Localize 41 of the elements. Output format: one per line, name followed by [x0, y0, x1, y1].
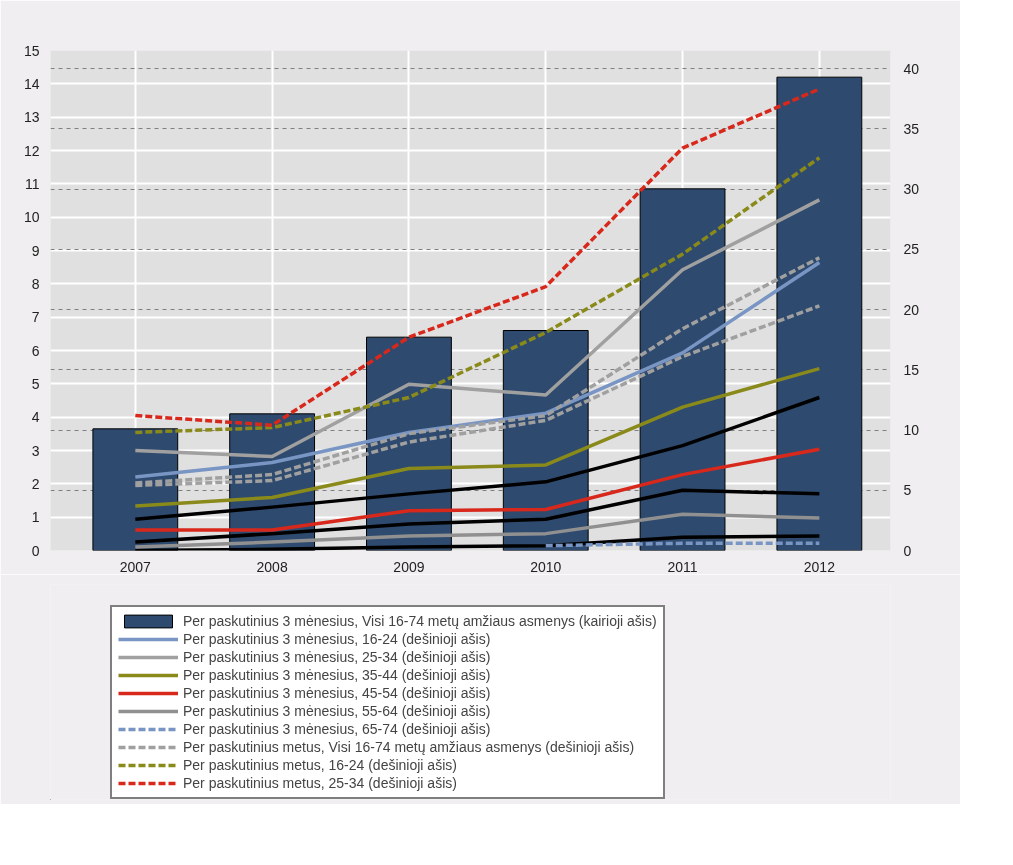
y-tick-label: 12 — [23, 142, 40, 159]
y-tick-label: 4 — [31, 409, 40, 426]
legend-label: Per paskutinius 3 mėnesius, 16-24 (dešinioji ašis) — [183, 631, 491, 647]
y2-tick-label: 0 — [903, 542, 912, 559]
y-tick-label: 5 — [31, 375, 40, 392]
y2-tick-label: 10 — [903, 422, 920, 439]
y2-tick-label: 40 — [903, 60, 920, 77]
y-tick-label: 8 — [31, 275, 40, 292]
y-tick-label: 3 — [31, 442, 40, 459]
y-tick-label: 11 — [24, 175, 40, 192]
legend-label: Per paskutinius 3 mėnesius, 45-54 (dešinioji ašis) — [183, 685, 491, 701]
y-tick-label: 0 — [31, 542, 40, 559]
legend-label: Per paskutinius 3 mėnesius, 35-44 (dešinioji ašis) — [183, 667, 491, 683]
legend-label: Per paskutinius 3 mėnesius, Visi 16-74 metų amžiaus asmenys (kairioji ašis) — [183, 613, 657, 629]
y-tick-label: 2 — [31, 475, 40, 492]
y2-tick-label: 15 — [903, 361, 920, 378]
legend-label: Per paskutinius metus, Visi 16-74 metų amžiaus asmenys (dešinioji ašis) — [183, 739, 635, 755]
x-tick-label: 2007 — [119, 558, 152, 575]
y-tick-label: 10 — [23, 209, 40, 226]
y2-tick-label: 20 — [903, 301, 920, 318]
legend-label: Per paskutinius metus, 25-34 (dešinioji ašis) — [183, 775, 457, 791]
y-tick-label: 1 — [31, 509, 40, 526]
legend-label: Per paskutinius metus, 16-24 (dešinioji ašis) — [183, 757, 457, 773]
y2-tick-label: 5 — [903, 482, 912, 499]
x-tick-label: 2010 — [530, 558, 562, 575]
y-tick-label: 7 — [31, 309, 40, 326]
legend-label: Per paskutinius 3 mėnesius, 55-64 (dešinioji ašis) — [183, 703, 491, 719]
legend-label: Per paskutinius 3 mėnesius, 65-74 (dešinioji ašis) — [183, 721, 491, 737]
y-tick-label: 9 — [31, 242, 40, 259]
x-tick-label: 2009 — [393, 558, 425, 575]
y2-tick-label: 25 — [903, 241, 920, 258]
x-tick-label: 2008 — [256, 558, 288, 575]
y2-tick-label: 35 — [903, 120, 920, 137]
x-tick-label: 2012 — [803, 558, 836, 575]
x-tick-label: 2011 — [667, 558, 698, 575]
legend-label: Per paskutinius 3 mėnesius, 25-34 (dešinioji ašis) — [183, 649, 491, 665]
y-tick-label: 15 — [23, 42, 40, 59]
y2-tick-label: 30 — [903, 181, 920, 198]
y-tick-label: 6 — [31, 342, 40, 359]
y-tick-label: 14 — [23, 75, 40, 92]
y-tick-label: 13 — [23, 109, 40, 126]
